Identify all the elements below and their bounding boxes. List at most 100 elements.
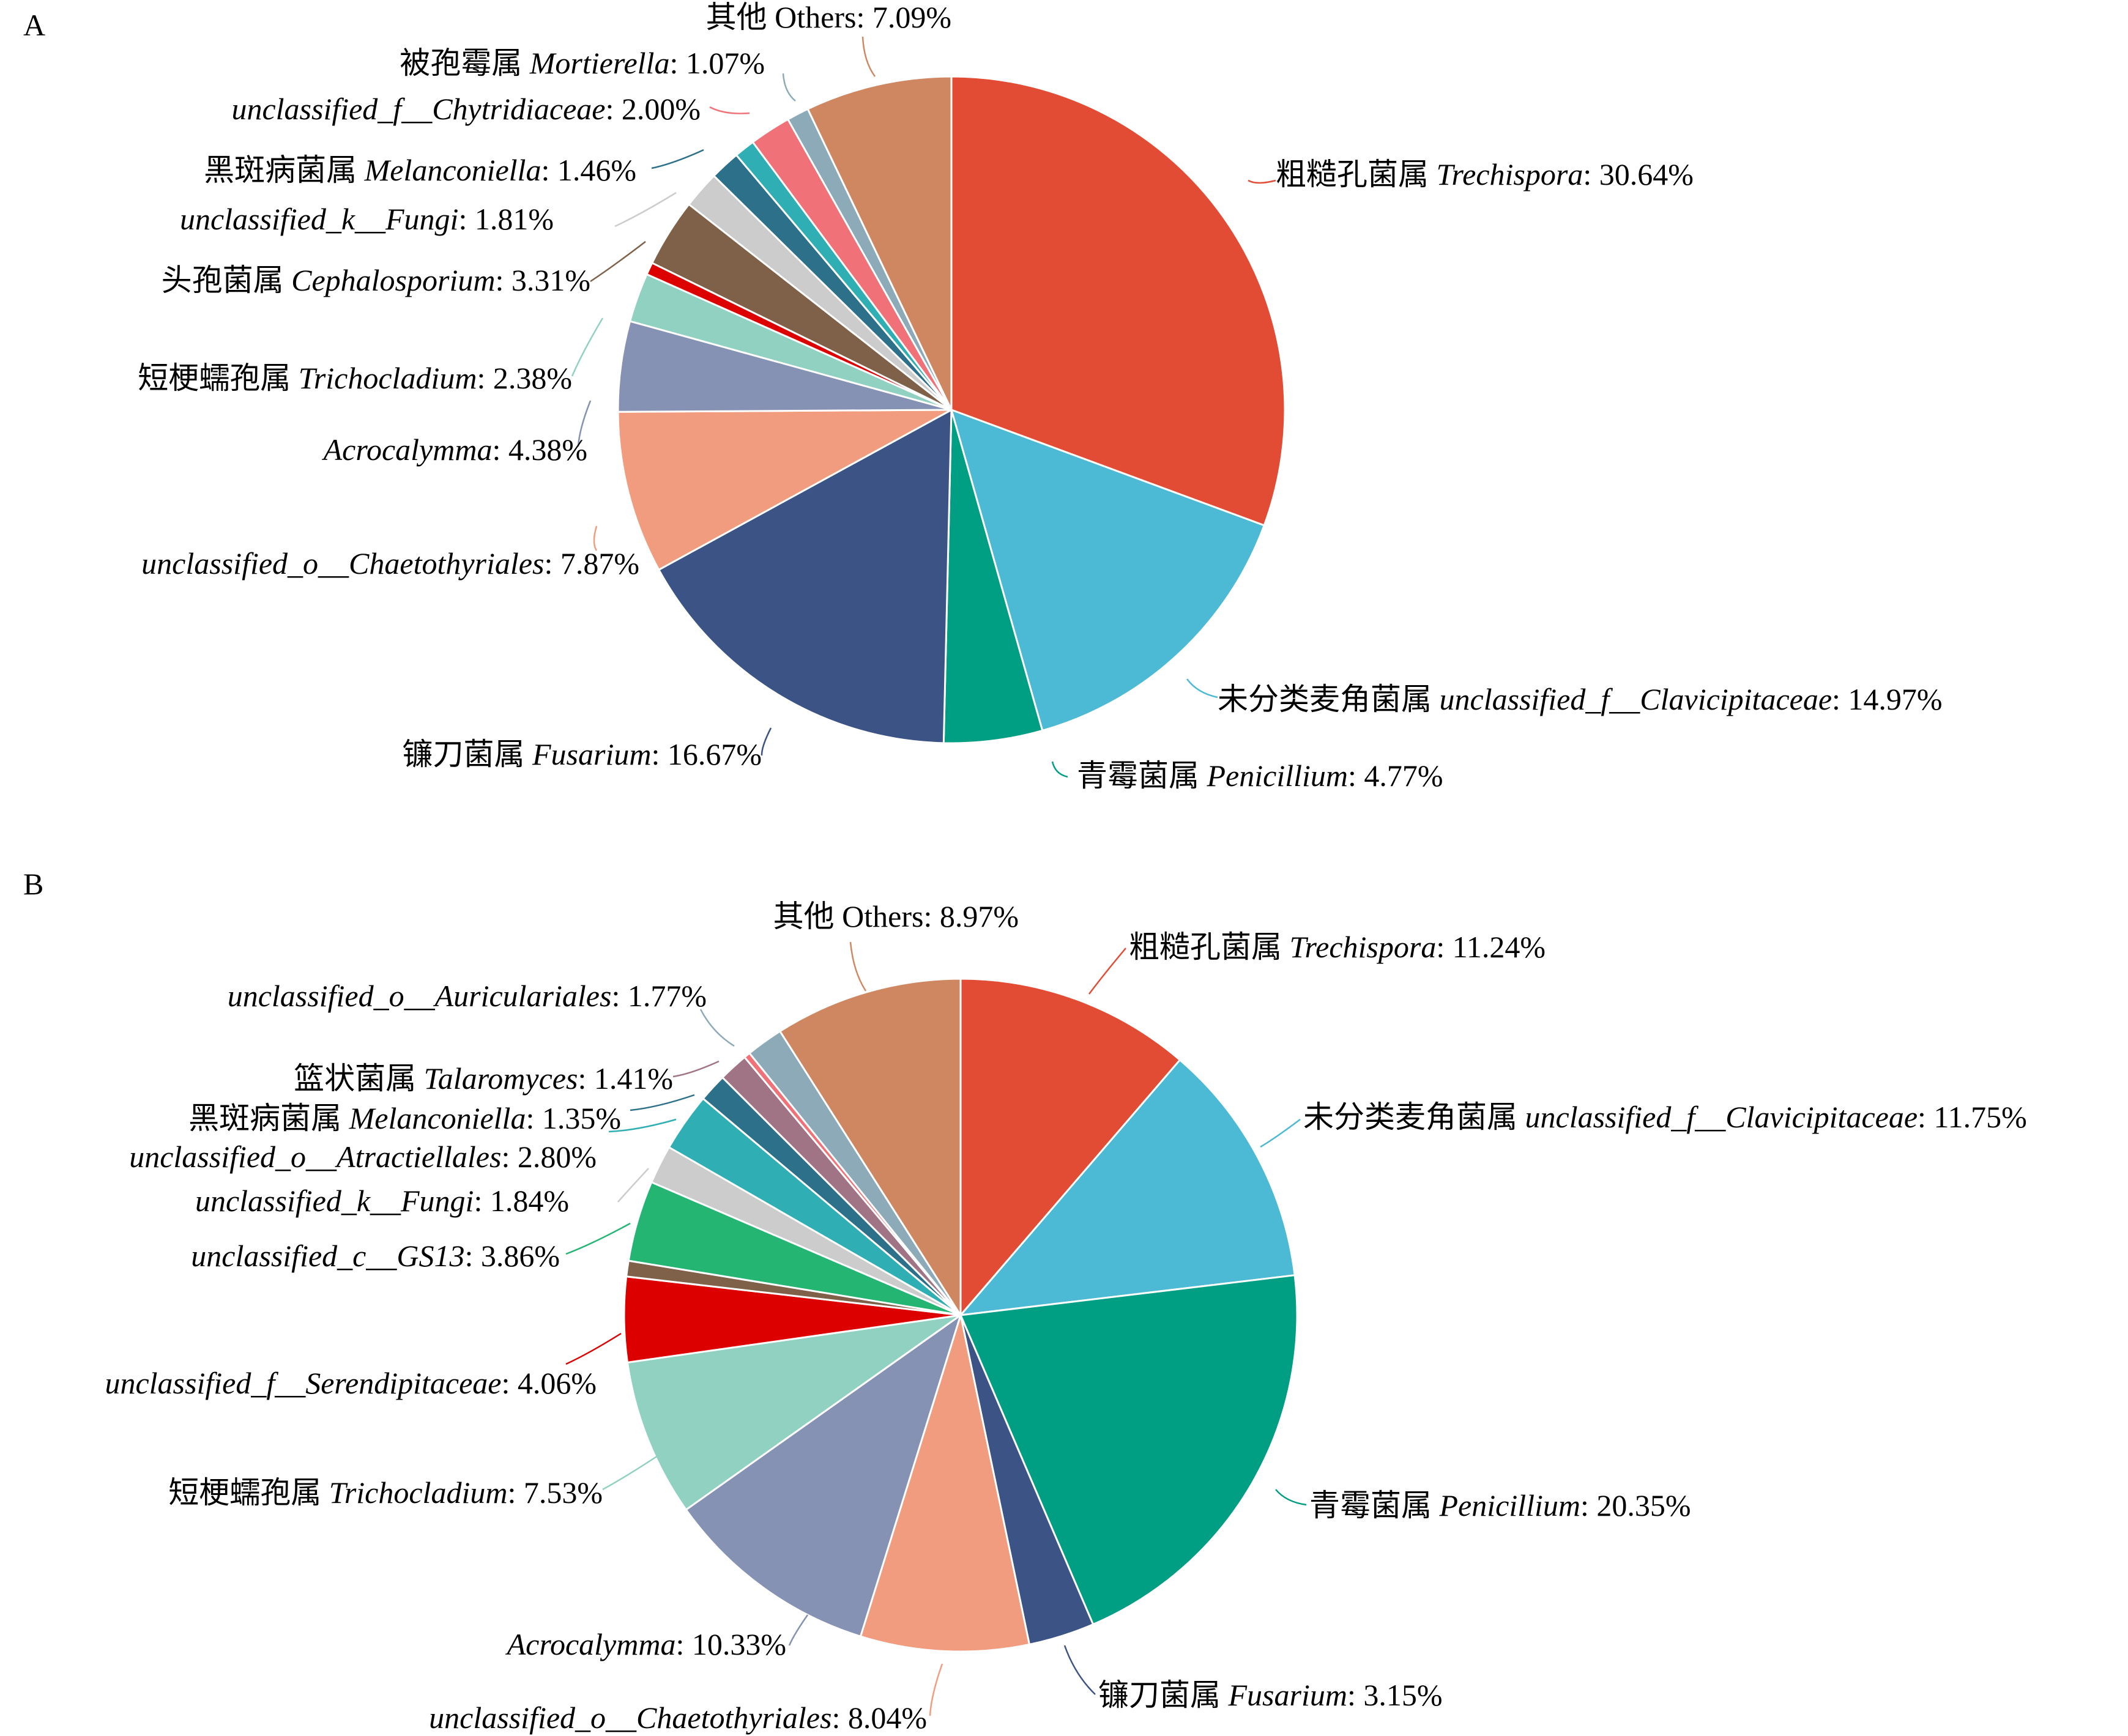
slice-label-percent: : 7.09%: [856, 0, 951, 34]
slice-label: 镰刀菌属 Fusarium: 3.15%: [1098, 1678, 1443, 1712]
slice-label-chinese: 篮状菌属: [294, 1061, 424, 1096]
slice-label: 镰刀菌属 Fusarium: 16.67%: [402, 737, 762, 771]
leader-line: [593, 525, 598, 551]
slice-label: unclassified_f__Chytridiaceae: 2.00%: [231, 92, 701, 126]
slice-label-genus: Trichocladium: [329, 1475, 508, 1510]
slice-label-genus: unclassified_o__Chaetothyriales: [429, 1701, 831, 1735]
slice-label: unclassified_o__Chaetothyriales: 8.04%: [429, 1701, 927, 1735]
slice-label-percent: : 1.07%: [669, 46, 765, 80]
slice-label-genus: Melanconiella: [364, 153, 541, 187]
slice-label-percent: : 2.38%: [477, 361, 572, 395]
leader-line: [861, 36, 876, 77]
leader-line: [672, 1060, 720, 1078]
slice-label-chinese: 黑斑病菌属: [204, 153, 365, 187]
leader-line: [565, 1332, 622, 1365]
slice-label-percent: : 1.81%: [458, 202, 554, 236]
slice-label-genus: Acrocalymma: [322, 432, 493, 467]
leader-line: [608, 1118, 677, 1133]
slice-label-percent: : 7.87%: [544, 546, 639, 581]
slice-label-chinese: 其他: [706, 0, 775, 34]
pie-slice: [657, 408, 953, 744]
slice-label-percent: : 1.46%: [541, 153, 636, 187]
slice-label-percent: : 14.97%: [1832, 682, 1943, 716]
slice-label-genus: Cephalosporium: [291, 263, 495, 297]
slice-label-genus: Fusarium: [1228, 1678, 1347, 1712]
slice-label: 头孢菌属 Cephalosporium: 3.31%: [162, 263, 590, 297]
panel-letter-b: B: [23, 867, 43, 901]
slice-label: 青霉菌属 Penicillium: 20.35%: [1309, 1488, 1691, 1523]
slice-label-chinese: 被孢霉属: [400, 46, 530, 80]
slice-label-chinese: 黑斑病菌属: [188, 1101, 349, 1135]
slice-label: Acrocalymma: 10.33%: [505, 1627, 786, 1661]
panel-letter-a: A: [23, 8, 45, 42]
slice-label-percent: : 4.38%: [492, 432, 587, 467]
pie-slice: [950, 408, 1266, 732]
leader-line: [590, 241, 646, 283]
leader-line: [782, 73, 796, 102]
slice-label-chinese: 镰刀菌属: [1098, 1678, 1229, 1712]
slice-label: 未分类麦角菌属 unclassified_f__Clavicipitaceae:…: [1303, 1100, 2027, 1134]
slice-label: unclassified_k__Fungi: 1.81%: [180, 202, 554, 236]
slice-label-chinese: 短梗蠕孢属: [138, 361, 299, 395]
slice-label-percent: : 3.15%: [1347, 1678, 1443, 1712]
pie-slice: [685, 1313, 962, 1638]
slice-label-genus: unclassified_f__Chytridiaceae: [231, 92, 605, 126]
pie-slice: [959, 1274, 1298, 1626]
leader-line: [709, 106, 750, 114]
slice-label-percent: : 8.04%: [831, 1701, 927, 1735]
pie-slice: [859, 1311, 1031, 1653]
pie-slice: [958, 1058, 1296, 1316]
slice-label-genus: unclassified_o__Atractiellales: [129, 1140, 501, 1174]
leader-line: [929, 1663, 943, 1716]
slice-label-chinese: 镰刀菌属: [402, 737, 532, 771]
leader-line: [1088, 948, 1126, 995]
slice-label-percent: : 1.77%: [611, 979, 707, 1013]
slice-label-genus: unclassified_o__Chaetothyriales: [141, 546, 544, 581]
slice-label-genus: Penicillium: [1439, 1488, 1581, 1523]
slice-label-percent: : 10.33%: [675, 1627, 786, 1661]
slice-label-genus: unclassified_f__Serendipitaceae: [105, 1366, 501, 1400]
slice-label-percent: : 3.31%: [495, 263, 590, 297]
slice-label: 短梗蠕孢属 Trichocladium: 2.38%: [138, 361, 572, 395]
slice-label-percent: : 2.80%: [501, 1140, 597, 1174]
slice-label-genus: Fusarium: [532, 737, 651, 771]
slice-label: unclassified_o__Auriculariales: 1.77%: [228, 979, 707, 1013]
leader-line: [1275, 1489, 1307, 1506]
slice-label: 粗糙孔菌属 Trechispora: 30.64%: [1276, 157, 1694, 191]
slice-label-chinese: 短梗蠕孢属: [168, 1475, 329, 1510]
slice-label: Acrocalymma: 4.38%: [322, 432, 587, 467]
slice-label-percent: : 30.64%: [1583, 157, 1694, 191]
slice-label-genus: Others: [775, 0, 856, 34]
leader-line: [1051, 761, 1068, 778]
pie-slice: [959, 977, 1181, 1318]
slice-label-percent: : 1.35%: [526, 1101, 621, 1135]
leader-line: [602, 1449, 668, 1491]
leader-line: [1248, 179, 1276, 184]
slice-label: 青霉菌属 Penicillium: 4.77%: [1077, 759, 1443, 793]
slice-label-genus: Penicillium: [1207, 759, 1349, 793]
slice-label-genus: unclassified_c__GS13: [191, 1239, 464, 1273]
slice-label-chinese: 其他: [773, 899, 843, 933]
slice-label-genus: Trechispora: [1437, 157, 1583, 191]
leader-line: [630, 1094, 695, 1111]
slice-label: unclassified_c__GS13: 3.86%: [191, 1239, 560, 1273]
slice-label-chinese: 粗糙孔菌属: [1129, 930, 1290, 964]
slice-label-genus: unclassified_k__Fungi: [195, 1184, 474, 1218]
slice-label-percent: : 16.67%: [651, 737, 762, 771]
slice-label: 其他 Others: 8.97%: [773, 899, 1019, 933]
slice-label-percent: : 1.84%: [474, 1184, 569, 1218]
slice-label: 短梗蠕孢属 Trichocladium: 7.53%: [168, 1475, 603, 1510]
leader-line: [849, 941, 867, 992]
pie-chart-b: 粗糙孔菌属 Trechispora: 11.24% 未分类麦角菌属 unclass…: [105, 899, 2026, 1735]
slice-label: unclassified_o__Atractiellales: 2.80%: [129, 1140, 597, 1174]
leader-line: [1186, 678, 1218, 699]
slice-label-percent: : 1.41%: [578, 1061, 673, 1096]
pie-slice: [942, 409, 1044, 744]
slice-label: 篮状菌属 Talaromyces: 1.41%: [294, 1061, 673, 1096]
slice-label-percent: : 11.75%: [1918, 1100, 2027, 1134]
slice-label-chinese: 青霉菌属: [1309, 1488, 1440, 1523]
slice-label: unclassified_f__Serendipitaceae: 4.06%: [105, 1366, 597, 1400]
slice-label-genus: unclassified_k__Fungi: [180, 202, 459, 236]
slice-label-percent: : 7.53%: [507, 1475, 603, 1510]
